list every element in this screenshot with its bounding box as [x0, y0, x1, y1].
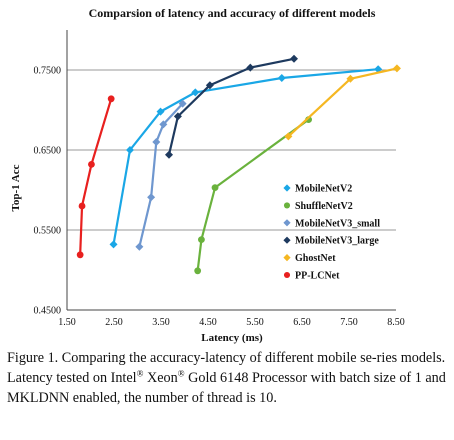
legend-item: MobileNetV3_large [283, 236, 379, 247]
chart-figure: Comparsion of latency and accuracy of di… [10, 6, 405, 344]
data-point [283, 254, 291, 262]
y-tick-label: 0.5500 [34, 226, 62, 237]
data-point [211, 184, 219, 192]
data-point [198, 236, 205, 244]
y-tick-label: 0.6500 [34, 146, 62, 157]
legend-label: MobileNetV3_small [295, 218, 380, 229]
axes [66, 30, 396, 311]
legend-label: MobileNetV2 [295, 184, 352, 195]
data-point [194, 267, 202, 275]
legend-item: ShuffleNetV2 [283, 201, 353, 212]
x-tick-label: 1.50 [58, 317, 76, 328]
figure-caption: Figure 1. Comparing the accuracy-latency… [7, 348, 451, 408]
x-tick-label: 6.50 [293, 317, 311, 328]
data-point [205, 81, 214, 90]
data-point [109, 240, 118, 249]
legend-label: MobileNetV3_large [295, 236, 379, 247]
x-tick-label: 4.50 [199, 317, 217, 328]
data-point [135, 242, 144, 251]
legend: MobileNetV2 ShuffleNetV2 MobileNetV3_small… [283, 184, 380, 282]
legend-item: GhostNet [283, 253, 336, 264]
series-plot [76, 54, 401, 275]
data-point [191, 88, 200, 97]
data-point [284, 132, 293, 141]
legend-label: PP-LCNet [295, 271, 340, 282]
data-point [290, 54, 299, 63]
data-point [392, 64, 401, 73]
caption-text-3: Gold 6148 Processor with batch size of 1… [7, 370, 446, 406]
y-axis-label: Top-1 Acc [10, 164, 22, 211]
data-point [156, 107, 165, 116]
series-ghostnet [284, 64, 401, 141]
y-tick-label: 0.7500 [34, 66, 62, 77]
chart-title: Comparsion of latency and accuracy of di… [89, 6, 376, 20]
data-point [283, 184, 291, 192]
data-point [152, 138, 161, 146]
data-point [283, 202, 291, 209]
y-tick-label: 0.4500 [34, 306, 62, 317]
data-point [76, 251, 84, 259]
data-point [164, 150, 173, 159]
legend-label: GhostNet [295, 253, 336, 264]
x-tick-label: 2.50 [105, 317, 123, 328]
series-line [112, 68, 379, 245]
series-line [79, 98, 113, 255]
series-mobilenetv2 [109, 65, 383, 249]
legend-item: MobileNetV3_small [283, 218, 380, 229]
data-point [283, 236, 291, 244]
series-line [196, 118, 310, 271]
series-mobilenetv3-small [135, 99, 187, 251]
series-mobilenetv3-large [164, 54, 299, 159]
series-line [167, 57, 295, 156]
legend-item: PP-LCNet [283, 271, 340, 282]
series-shufflenetv2 [194, 116, 312, 275]
x-tick-label: 7.50 [340, 317, 358, 328]
data-point [346, 74, 355, 83]
caption-text-2: Xeon [143, 370, 178, 386]
registered-mark: ® [177, 368, 185, 379]
data-point [147, 193, 156, 202]
data-point [246, 63, 255, 72]
legend-label: ShuffleNetV2 [295, 201, 353, 212]
series-pp-lcnet [76, 95, 115, 259]
tick-labels: 0.4500 0.5500 0.6500 0.7500 1.50 2.50 3.50 4.50… [34, 66, 405, 329]
data-point [125, 146, 134, 154]
data-point [178, 99, 187, 108]
data-point [277, 74, 286, 82]
data-point [78, 202, 86, 210]
series-line [287, 67, 398, 138]
data-point [283, 271, 291, 279]
x-axis-label: Latency (ms) [201, 332, 263, 344]
x-tick-label: 8.50 [387, 317, 405, 328]
x-tick-label: 5.50 [246, 317, 264, 328]
legend-item: MobileNetV2 [283, 184, 352, 195]
x-tick-label: 3.50 [152, 317, 170, 328]
registered-mark: ® [136, 368, 144, 379]
caption-text-1: Figure 1. Comparing the accuracy-latency… [7, 350, 446, 386]
data-point [283, 219, 291, 227]
data-point [88, 161, 95, 168]
data-point [159, 120, 168, 129]
data-point [173, 112, 182, 121]
data-point [107, 95, 115, 103]
